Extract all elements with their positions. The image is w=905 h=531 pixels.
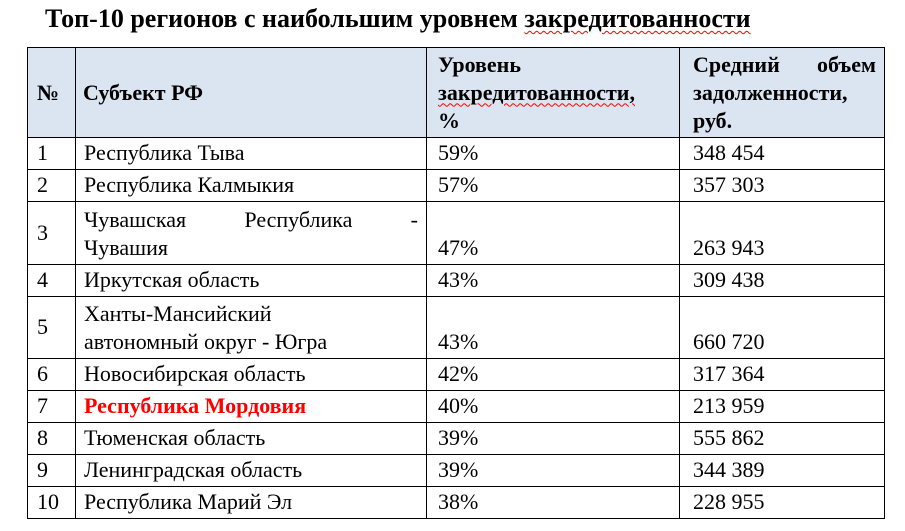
debt-level-cell[interactable]: 59% bbox=[426, 137, 680, 170]
region-name-cell[interactable]: Тюменская область bbox=[75, 422, 427, 455]
avg-debt-cell[interactable]: 228 955 bbox=[679, 486, 885, 519]
table-row: 10 Республика Марий Эл 38% 228 955 bbox=[27, 486, 885, 519]
header-row: № Субъект РФ Уровень закредитованности, … bbox=[27, 47, 885, 138]
header-line: задолженности, bbox=[693, 79, 848, 105]
header-line: руб. bbox=[693, 107, 733, 133]
header-line: % bbox=[438, 107, 460, 133]
debt-level-cell[interactable]: 39% bbox=[426, 454, 680, 487]
header-line-justified: Средний объем bbox=[693, 51, 876, 77]
regions-table: № Субъект РФ Уровень закредитованности, … bbox=[27, 47, 885, 519]
table-row: 6 Новосибирская область 42% 317 364 bbox=[27, 358, 885, 391]
table-row: 5 Ханты-Мансийский автономный округ - Юг… bbox=[27, 296, 885, 359]
row-number-cell[interactable]: 10 bbox=[27, 486, 76, 519]
header-cell-number[interactable]: № bbox=[27, 47, 76, 138]
avg-debt-cell[interactable]: 309 438 bbox=[679, 264, 885, 297]
avg-debt-cell[interactable]: 348 454 bbox=[679, 137, 885, 170]
document-title[interactable]: Топ-10 регионов с наибольшим уровнем зак… bbox=[45, 3, 751, 35]
region-name-cell[interactable]: Ханты-Мансийский автономный округ - Югра bbox=[75, 296, 427, 359]
avg-debt-cell[interactable]: 213 959 bbox=[679, 390, 885, 423]
row-number-cell[interactable]: 2 bbox=[27, 169, 76, 202]
row-number-cell[interactable]: 3 bbox=[27, 201, 76, 265]
header-cell-debt-level[interactable]: Уровень закредитованности, % bbox=[426, 47, 680, 138]
avg-debt-cell[interactable]: 344 389 bbox=[679, 454, 885, 487]
table-row: 8 Тюменская область 39% 555 862 bbox=[27, 422, 885, 455]
row-number-cell[interactable]: 5 bbox=[27, 296, 76, 359]
table-row: 9 Ленинградская область 39% 344 389 bbox=[27, 454, 885, 487]
row-number-cell[interactable]: 7 bbox=[27, 390, 76, 423]
region-name-cell[interactable]: Чувашская Республика - Чувашия bbox=[75, 201, 427, 265]
table-row: 1 Республика Тыва 59% 348 454 bbox=[27, 137, 885, 170]
avg-debt-cell[interactable]: 660 720 bbox=[679, 296, 885, 359]
debt-level-cell[interactable]: 57% bbox=[426, 169, 680, 202]
avg-debt-cell[interactable]: 263 943 bbox=[679, 201, 885, 265]
region-name-cell[interactable]: Республика Марий Эл bbox=[75, 486, 427, 519]
region-name-line: Чувашия bbox=[84, 235, 168, 260]
debt-level-cell[interactable]: 40% bbox=[426, 390, 680, 423]
table-row: 2 Республика Калмыкия 57% 357 303 bbox=[27, 169, 885, 202]
region-name-cell[interactable]: Ленинградская область bbox=[75, 454, 427, 487]
region-name-cell[interactable]: Новосибирская область bbox=[75, 358, 427, 391]
row-number-cell[interactable]: 6 bbox=[27, 358, 76, 391]
row-number-cell[interactable]: 4 bbox=[27, 264, 76, 297]
region-name-cell[interactable]: Республика Тыва bbox=[75, 137, 427, 170]
row-number-cell[interactable]: 8 bbox=[27, 422, 76, 455]
table-row-highlighted: 7 Республика Мордовия 40% 213 959 bbox=[27, 390, 885, 423]
table-row: 4 Иркутская область 43% 309 438 bbox=[27, 264, 885, 297]
region-name-line-justified: Чувашская Республика - bbox=[84, 207, 418, 232]
table-header: № Субъект РФ Уровень закредитованности, … bbox=[27, 47, 885, 138]
avg-debt-cell[interactable]: 555 862 bbox=[679, 422, 885, 455]
region-name-line: Ханты-Мансийский bbox=[84, 301, 272, 326]
header-line: закредитованности, bbox=[438, 79, 671, 107]
table-row: 3 Чувашская Республика - Чувашия 47% 263… bbox=[27, 201, 885, 265]
header-cell-region[interactable]: Субъект РФ bbox=[75, 47, 427, 138]
row-number-cell[interactable]: 9 bbox=[27, 454, 76, 487]
debt-level-cell[interactable]: 39% bbox=[426, 422, 680, 455]
region-name-cell[interactable]: Республика Калмыкия bbox=[75, 169, 427, 202]
row-number-cell[interactable]: 1 bbox=[27, 137, 76, 170]
region-name-cell[interactable]: Иркутская область bbox=[75, 264, 427, 297]
debt-level-cell[interactable]: 38% bbox=[426, 486, 680, 519]
debt-level-cell[interactable]: 42% bbox=[426, 358, 680, 391]
title-text: Топ-10 регионов с наибольшим уровнем bbox=[45, 4, 518, 33]
header-misspelled-word: закредитованности, bbox=[438, 79, 635, 105]
table-body: 1 Республика Тыва 59% 348 454 2 Республи… bbox=[27, 137, 885, 519]
avg-debt-cell[interactable]: 357 303 bbox=[679, 169, 885, 202]
debt-level-cell[interactable]: 43% bbox=[426, 264, 680, 297]
header-cell-avg-debt[interactable]: Средний объем задолженности, руб. bbox=[679, 47, 885, 138]
region-name-line: автономный округ - Югра bbox=[84, 329, 328, 354]
region-name-cell-highlighted[interactable]: Республика Мордовия bbox=[75, 390, 427, 423]
avg-debt-cell[interactable]: 317 364 bbox=[679, 358, 885, 391]
header-line: Уровень bbox=[438, 51, 521, 77]
debt-level-cell[interactable]: 43% bbox=[426, 296, 680, 359]
debt-level-cell[interactable]: 47% bbox=[426, 201, 680, 265]
title-misspelled-word: закредитованности bbox=[524, 4, 751, 33]
